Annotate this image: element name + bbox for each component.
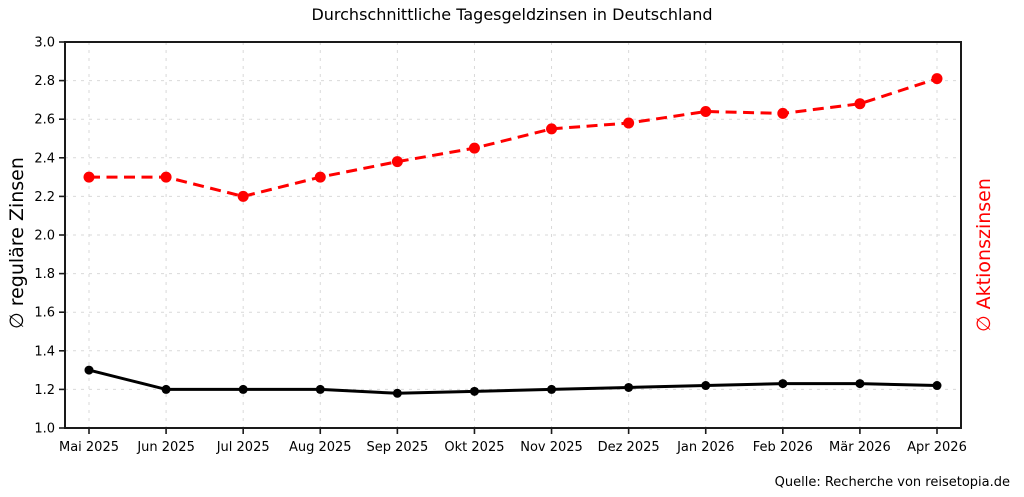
x-tick-label: Jul 2025 (216, 440, 270, 455)
chart-title: Durchschnittliche Tagesgeldzinsen in Deu… (311, 5, 713, 24)
source-note: Quelle: Recherche von reisetopia.de (774, 475, 1010, 490)
data-point-series-0 (547, 384, 557, 394)
data-point-series-1 (623, 117, 635, 129)
y-tick-label: 1.2 (34, 383, 55, 398)
data-point-series-0 (469, 386, 479, 396)
x-tick-label: Jan 2026 (676, 440, 734, 455)
data-point-series-1 (160, 171, 172, 183)
y-tick-label: 2.0 (34, 229, 55, 244)
data-point-series-1 (777, 107, 789, 119)
data-point-series-0 (161, 384, 171, 394)
y-tick-label: 2.4 (34, 151, 55, 166)
data-point-series-1 (237, 190, 249, 202)
x-tick-label: Feb 2026 (753, 440, 813, 455)
data-point-series-1 (314, 171, 326, 183)
data-point-series-1 (931, 73, 943, 85)
y-tick-label: 3.0 (34, 36, 55, 51)
y-axis-label-left: ∅ reguläre Zinsen (6, 157, 28, 329)
x-tick-label: Okt 2025 (444, 440, 504, 455)
data-point-series-0 (624, 382, 634, 392)
x-tick-label: Mai 2025 (59, 440, 119, 455)
x-tick-label: Apr 2026 (907, 440, 967, 455)
series-line-1 (89, 77, 938, 198)
y-tick-label: 1.6 (34, 306, 55, 321)
data-point-series-0 (855, 379, 865, 389)
data-point-series-0 (84, 365, 94, 375)
data-point-series-0 (238, 384, 248, 394)
x-tick-label: Mär 2026 (829, 440, 891, 455)
y-tick-label: 2.8 (34, 74, 55, 89)
x-tick-label: Aug 2025 (289, 440, 352, 455)
y-axis-label-right: ∅ Aktionszinsen (973, 178, 995, 332)
data-point-series-1 (854, 98, 866, 110)
y-tick-label: 2.2 (34, 190, 55, 205)
data-point-series-0 (932, 381, 942, 391)
data-point-series-1 (83, 171, 95, 183)
x-tick-label: Sep 2025 (367, 440, 429, 455)
y-tick-label: 1.8 (34, 267, 55, 282)
y-tick-label: 2.6 (34, 113, 55, 128)
data-point-series-0 (778, 379, 788, 389)
data-point-series-1 (700, 105, 712, 117)
data-point-series-1 (546, 123, 558, 135)
x-tick-label: Dez 2025 (598, 440, 660, 455)
data-point-series-1 (468, 142, 480, 154)
y-tick-label: 1.4 (34, 344, 55, 359)
series-line-0 (88, 368, 938, 395)
x-tick-label: Nov 2025 (520, 440, 583, 455)
data-point-series-1 (391, 156, 403, 168)
plot-frame (64, 41, 962, 429)
data-point-series-0 (392, 388, 402, 398)
x-tick-label: Jun 2025 (136, 440, 195, 455)
y-tick-label: 1.0 (34, 422, 55, 437)
data-point-series-0 (701, 381, 711, 391)
data-point-series-0 (315, 384, 325, 394)
